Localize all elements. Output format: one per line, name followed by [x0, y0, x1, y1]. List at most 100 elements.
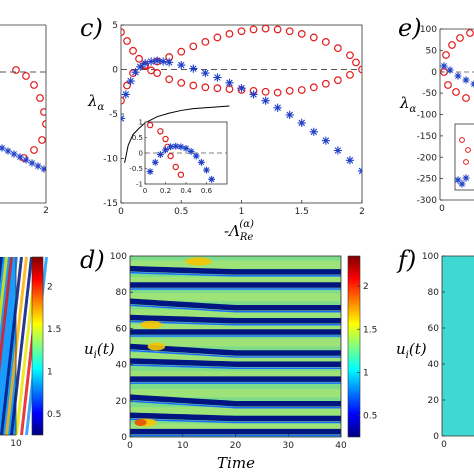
panel-d-band-edge [130, 418, 341, 424]
panel-d-dark-band [130, 298, 341, 311]
panel-f-y-tick-label: 20 [428, 396, 440, 406]
panel-c-star-point [285, 110, 294, 119]
inset-x-tick-label: 0.6 [201, 187, 213, 195]
panel-c-circle-point [249, 25, 258, 34]
panel-d-ylabel-suffix: (t) [97, 340, 115, 358]
panel-d-hot-spot [140, 320, 163, 329]
inset-x-tick-label: 0.2 [160, 187, 171, 195]
panel-f-ylabel: ui(t) [396, 340, 427, 361]
inset-star-point [203, 166, 210, 174]
inset-star-point [151, 158, 159, 166]
panel-c-star-point [159, 57, 168, 66]
panel-a-circle-point [12, 66, 20, 74]
panel-e-ylabel: λα [399, 94, 417, 115]
panel-c-x-tick-label: 2 [359, 207, 365, 217]
inset-circle-point [162, 135, 169, 143]
panel-e-ylabel-sub: α [410, 104, 417, 115]
panel-a-star-point [22, 156, 30, 164]
panel-c-x-tick-label: 1.5 [295, 207, 309, 217]
panel-d-light-band [130, 309, 341, 318]
panel-c-star-point [136, 62, 145, 71]
panel-d-label: d) [80, 246, 105, 274]
panel-c-star-point [147, 57, 156, 66]
panel-a-star-point [0, 144, 6, 152]
panel-d-light-band [130, 407, 341, 416]
panel-a-star-point [10, 150, 18, 158]
inset-star-point [156, 151, 164, 158]
panel-c-y-tick-label: -15 [103, 199, 118, 209]
panel-c-circle-point [135, 54, 143, 63]
panel-c-star-point [153, 56, 162, 65]
panel-c-star-point [141, 59, 150, 68]
panel-b-diagonal-stripe [0, 257, 23, 435]
panel-f-heatmap [442, 256, 474, 436]
inset-star-point [208, 175, 216, 183]
panel-c-xlabel: -ΛRe (α) [224, 219, 254, 243]
panel-b-diagonal-stripe [0, 257, 18, 418]
panel-f-y-tick-label: 80 [428, 288, 440, 298]
panel-e-star-point [454, 72, 462, 80]
panel-e-star-point [462, 76, 470, 84]
panel-c-circle-point [237, 27, 246, 36]
panel-d-colorbar-tick-label: 2 [363, 282, 369, 292]
panel-f-partial: f) 0 20 40 60 80 100 0 ui(t) [396, 246, 474, 450]
inset-y-tick-label: 1 [139, 119, 143, 127]
panel-e-y-tick-label: -300 [417, 196, 438, 206]
panel-d-light-band [130, 260, 341, 269]
panel-c: c) 0 0.5 1 1.5 2-15-10-505 λα -ΛRe(α) 0 0.2 0.… [80, 14, 365, 243]
inset-star-point [197, 158, 205, 166]
panel-d-light-band [130, 370, 341, 380]
panel-f-y-tick-label: 60 [428, 324, 440, 334]
panel-c-circle-point [123, 37, 131, 45]
panel-d-x-tick-label: 10 [177, 441, 189, 451]
panel-d-colorbar-tick-label: 0.5 [363, 411, 377, 421]
panel-d-colorbar-tick-label: 1 [363, 368, 369, 378]
panel-c-ticks: 0 0.5 1 1.5 2-15-10-505 [103, 21, 365, 217]
panel-c-circle-point [309, 83, 318, 92]
panel-b-x-tick: 10 [10, 439, 22, 449]
panel-c-y-tick-label: -10 [103, 155, 118, 165]
panel-b-colorbar-tick-label: 2 [47, 283, 53, 293]
panel-e-y-tick-label: -50 [422, 89, 437, 99]
panel-a-circle-point [38, 136, 46, 144]
panel-c-circle-point [297, 30, 306, 38]
panel-d-ylabel-sub: i [94, 350, 97, 361]
panel-e-x-tick-label: 0 [439, 204, 445, 214]
panel-a-circle-point [42, 120, 46, 128]
panel-c-circle-point [273, 25, 282, 34]
panel-e-ylabel-main: λ [399, 94, 410, 112]
panel-d-dark-band [130, 314, 341, 324]
panel-f-ylabel-suffix: (t) [409, 340, 427, 358]
panel-c-star-point [177, 60, 186, 70]
inset-x-tick-label: 0 [143, 187, 147, 195]
panel-b-diagonal-stripe [0, 257, 3, 284]
panel-d-bands [130, 257, 341, 437]
inset-y-tick-label: -1 [136, 181, 143, 189]
panel-c-circle-point [334, 76, 342, 85]
panel-a-star-point [4, 147, 12, 155]
panel-a-star-point [28, 159, 36, 167]
panel-c-star-point [333, 146, 342, 155]
panel-c-circle-point [123, 81, 131, 90]
inset-y-tick-label: 0 [139, 150, 143, 158]
panel-c-bound-curve [124, 105, 230, 164]
panel-c-circle-point [346, 51, 354, 60]
panel-e-y-tick-label: -100 [417, 111, 438, 121]
panel-c-circle-point [177, 78, 186, 87]
panel-c-star-point [121, 90, 130, 99]
panel-c-inset-marks [146, 121, 216, 183]
panel-e-circle-point [448, 41, 456, 49]
panel-c-y-tick-label: -5 [109, 110, 118, 120]
panel-c-inset: 0 0.2 0.4 0.6 -1 -0.5 0 0.5 1 [129, 119, 228, 195]
panel-e-y-tick-label: 50 [426, 46, 438, 56]
panel-e-star-point [458, 180, 466, 188]
panel-c-xlabel-sup: (α) [239, 219, 254, 230]
panel-c-circle-point [346, 70, 354, 79]
panel-c-circle-point [261, 87, 270, 96]
panel-c-circle-point [121, 96, 125, 105]
panel-e-circle-point [456, 34, 464, 42]
panel-a-circle-point [30, 81, 38, 89]
panel-c-star-point [201, 68, 210, 78]
panel-c-circle-point [261, 25, 270, 33]
